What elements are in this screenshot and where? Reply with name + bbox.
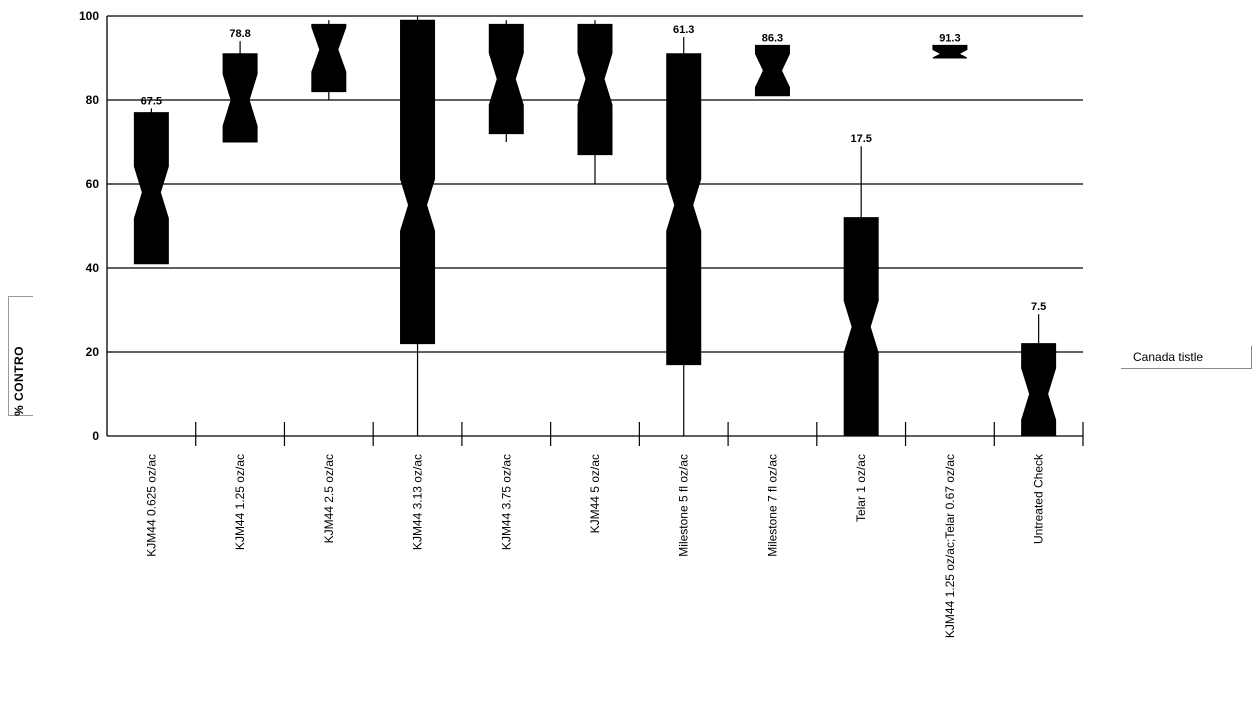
box-value-label: 86.3 (762, 32, 783, 44)
x-tick-label: KJM44 3.75 oz/ac (499, 454, 513, 550)
box-value-label: 61.3 (673, 24, 694, 36)
box-6: 61.3 (666, 24, 702, 436)
x-tick-label: Milestone 7 fl oz/ac (765, 454, 779, 557)
x-tick-label: Untreated Check (1032, 453, 1046, 544)
x-tick-label: Milestone 5 fl oz/ac (677, 454, 691, 557)
y-tick-label: 100 (79, 9, 99, 23)
box-body (754, 44, 790, 97)
box-body (1021, 343, 1057, 437)
box-value-label: 91.3 (939, 32, 960, 44)
y-tick-label: 40 (86, 261, 100, 275)
box-body (488, 23, 524, 135)
box-10: 7.5 (1021, 301, 1057, 437)
legend-entry: Canada tistle (1133, 350, 1204, 364)
x-tick-label: KJM44 5 oz/ac (588, 454, 602, 533)
y-axis-ticks: 0 20 40 60 80 100 (79, 9, 99, 443)
box-value-label: 88.3 (496, 32, 517, 44)
box-5: 88.3 (577, 20, 613, 184)
y-tick-label: 80 (86, 93, 100, 107)
box-4: 88.3 (488, 20, 524, 142)
box-8: 17.5 (843, 133, 879, 437)
box-body (577, 23, 613, 156)
y-tick-label: 60 (86, 177, 100, 191)
box-value-label: 78.8 (229, 28, 250, 40)
box-body (133, 112, 169, 265)
box-value-label: 88.3 (584, 32, 605, 44)
y-tick-label: 0 (92, 429, 99, 443)
x-tick-label: KJM44 1.25 oz/ac;Telar 0.67 oz/ac (943, 454, 957, 638)
box-body (843, 217, 879, 437)
x-tick-label: KJM44 3.13 oz/ac (411, 454, 425, 550)
box-body (222, 53, 258, 143)
box-1: 78.8 (222, 28, 258, 143)
box-0: 67.5 (133, 95, 169, 265)
axes (106, 16, 1083, 437)
box-3: 78.5 (400, 16, 436, 436)
x-tick-label: KJM44 1.25 oz/ac (233, 454, 247, 550)
box-9: 91.3 (932, 32, 968, 59)
box-value-label: 94.3 (318, 32, 339, 44)
y-axis-label-frame (8, 296, 33, 416)
box-7: 86.3 (754, 32, 790, 97)
y-tick-label: 20 (86, 345, 100, 359)
legend (1121, 346, 1252, 369)
box-body (400, 19, 436, 345)
box-value-label: 17.5 (850, 133, 871, 145)
y-axis-label: % CONTRO (12, 346, 26, 416)
box-value-label: 78.5 (407, 32, 428, 44)
box-body (666, 53, 702, 366)
box-value-label: 67.5 (141, 95, 162, 107)
box-value-label: 7.5 (1031, 301, 1046, 313)
x-tick-label: KJM44 0.625 oz/ac (144, 454, 158, 557)
box-2: 94.3 (311, 20, 347, 100)
x-tick-label: KJM44 2.5 oz/ac (322, 454, 336, 543)
box-series: 67.5 78.8 94.3 78.5 88.3 88.3 61.3 86.3 17.5 91.3… (133, 16, 1057, 437)
box-body (932, 44, 968, 59)
box-body (311, 23, 347, 93)
x-tick-label: Telar 1 oz/ac (854, 454, 868, 522)
x-axis-ticks: KJM44 0.625 oz/ac KJM44 1.25 oz/ac KJM44 2… (144, 422, 1084, 638)
